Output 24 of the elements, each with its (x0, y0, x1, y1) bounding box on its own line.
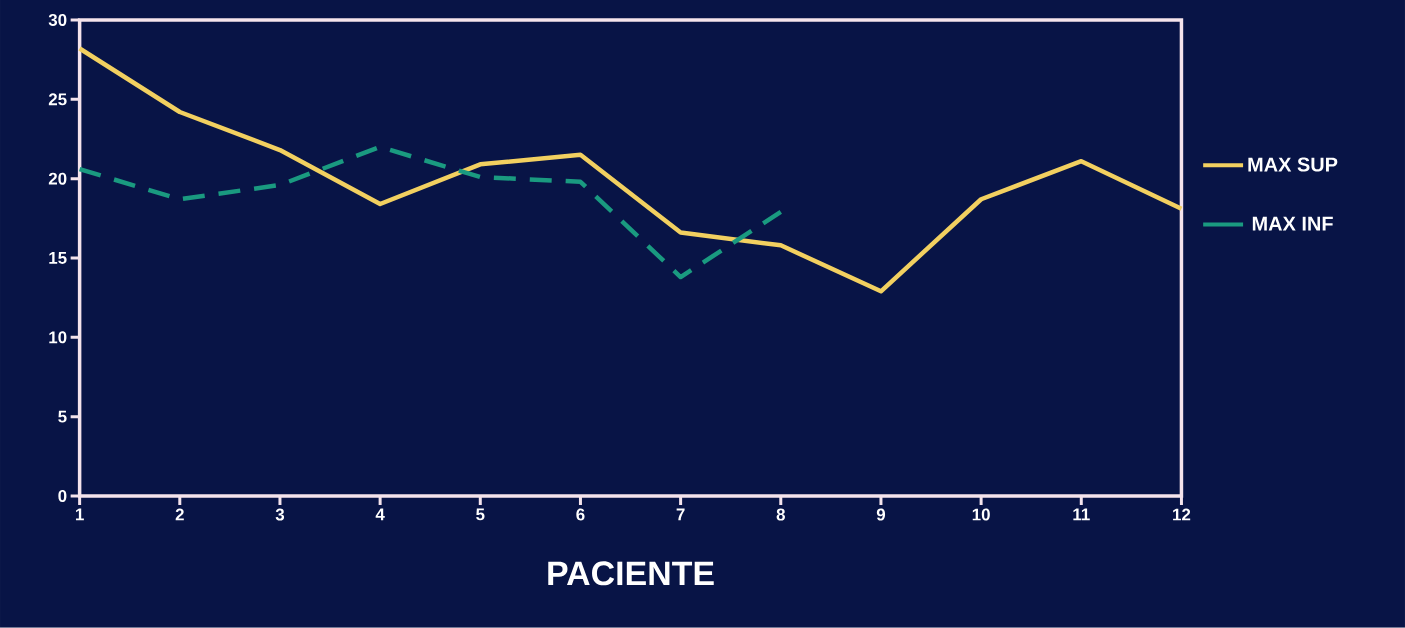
y-tick-label: 25 (48, 93, 67, 106)
y-tick-label: 10 (49, 331, 67, 344)
y-tick-label: 5 (58, 410, 67, 423)
x-tick-label: 8 (776, 508, 785, 521)
x-tick-label: 4 (375, 508, 385, 521)
x-tick-label: 12 (1173, 508, 1191, 521)
legend-label: MAX SUP (1248, 157, 1338, 172)
line-series (77, 46, 1184, 294)
y-tick-label: 30 (48, 14, 67, 27)
x-tick-label: 11 (1073, 508, 1090, 521)
x-tick-label: 3 (275, 508, 285, 521)
legend-label: MAX INF (1252, 216, 1333, 231)
line-series (77, 144, 784, 280)
x-tick-label: 1 (75, 508, 84, 521)
y-tick-label: 20 (48, 172, 67, 185)
y-tick-label: 15 (49, 252, 67, 265)
x-tick-label: 10 (972, 508, 990, 521)
x-tick-label: 2 (175, 508, 184, 521)
x-axis-title: PACIENTE (548, 561, 714, 586)
x-tick-label: 9 (876, 508, 886, 521)
x-tick-label: 5 (476, 508, 485, 521)
y-tick-label: 0 (58, 490, 67, 503)
x-tick-label: 6 (576, 508, 585, 521)
x-tick-label: 7 (676, 508, 685, 521)
